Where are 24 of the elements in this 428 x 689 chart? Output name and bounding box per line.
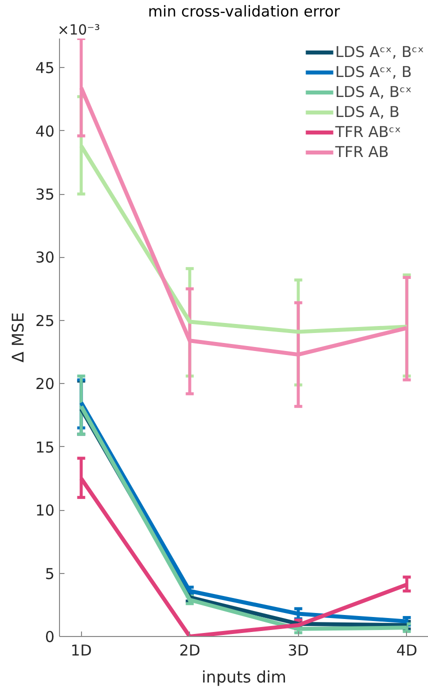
chart-title: min cross-validation error [148, 2, 341, 20]
y-tick-label: 25 [35, 312, 55, 330]
y-tick-label: 35 [35, 186, 55, 204]
y-tick-label: 5 [44, 564, 55, 583]
text: ×10⁻³ [58, 22, 100, 38]
legend-label: TFR ABᶜˣ [335, 123, 402, 141]
legend-label: LDS A, Bᶜˣ [335, 83, 412, 101]
legend-label: LDS Aᶜˣ, Bᶜˣ [335, 43, 424, 61]
x-tick-label: 1D [70, 642, 92, 660]
y-tick-label: 40 [35, 122, 55, 140]
x-axis-title: inputs dim [202, 668, 286, 686]
y-tick-label: 30 [35, 248, 55, 267]
y-tick-label: 15 [35, 438, 55, 456]
legend-label: LDS A, B [335, 103, 400, 121]
y-tick-label: 45 [35, 59, 55, 78]
y-axis-title: Δ MSE [8, 312, 28, 363]
x-tick-label: 4D [396, 642, 418, 660]
legend-label: LDS Aᶜˣ, B [335, 63, 412, 81]
y-tick-label: 20 [35, 375, 55, 394]
y-tick-label: 10 [35, 502, 55, 520]
y-tick-label: 0 [44, 628, 55, 646]
legend-label: TFR AB [335, 143, 389, 161]
x-tick-label: 2D [179, 642, 200, 660]
x-tick-label: 3D [288, 642, 309, 660]
